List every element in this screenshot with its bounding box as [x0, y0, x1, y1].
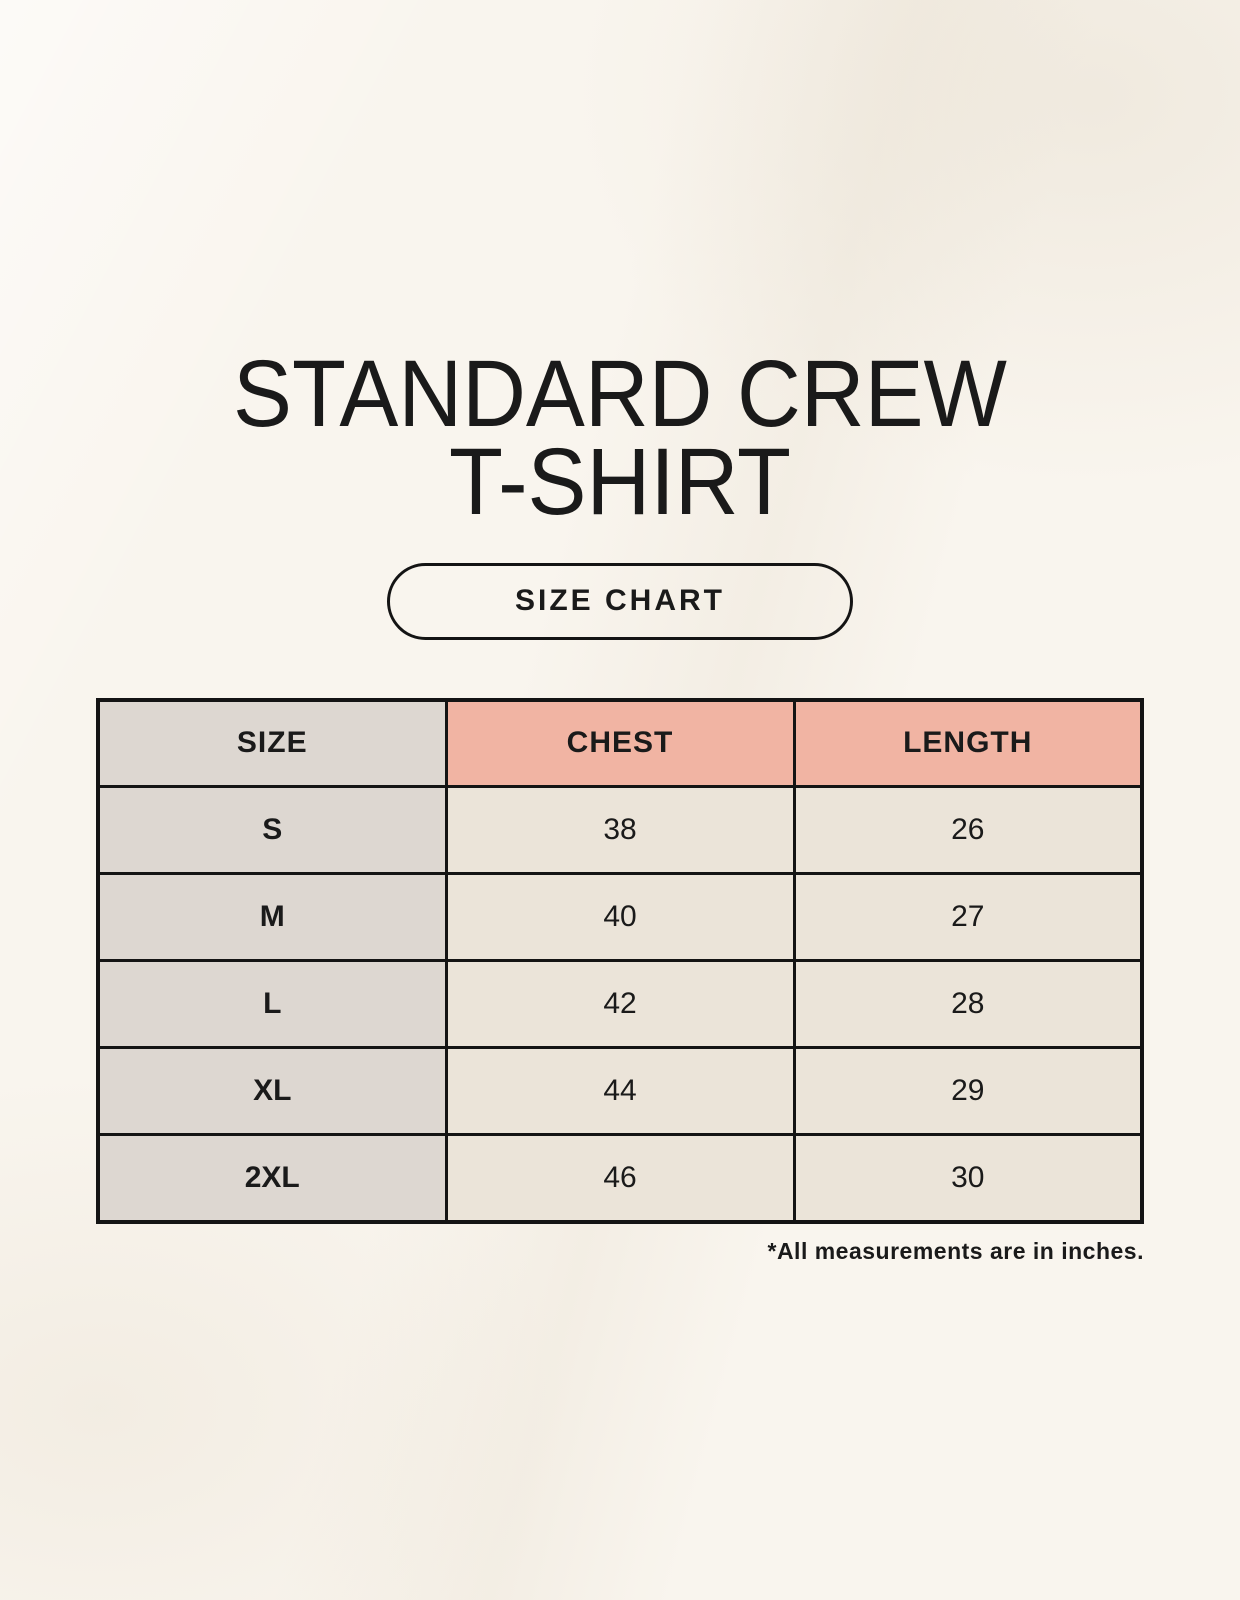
table-row: XL 44 29 [96, 1046, 1144, 1137]
size-cell: 2XL [96, 1133, 448, 1224]
size-chart-badge[interactable]: SIZE CHART [387, 562, 853, 640]
size-table: SIZE CHEST LENGTH S 38 26 M 40 27 L 42 2… [96, 697, 1144, 1224]
table-row: 2XL 46 30 [96, 1133, 1144, 1224]
table-header-row: SIZE CHEST LENGTH [96, 698, 1144, 789]
length-cell: 27 [792, 872, 1144, 963]
measurements-footnote: *All measurements are in inches. [767, 1237, 1144, 1264]
size-cell: M [96, 872, 448, 963]
size-cell: S [96, 785, 448, 876]
table-row: S 38 26 [96, 785, 1144, 876]
chest-cell: 46 [444, 1133, 796, 1224]
length-cell: 26 [792, 785, 1144, 876]
chest-cell: 40 [444, 872, 796, 963]
page-title-line2: T-SHIRT [449, 429, 791, 536]
chest-cell: 42 [444, 959, 796, 1050]
table-row: M 40 27 [96, 872, 1144, 963]
size-cell: XL [96, 1046, 448, 1137]
length-cell: 30 [792, 1133, 1144, 1224]
page-title-line1: STANDARD CREW [233, 341, 1007, 447]
table-row: L 42 28 [96, 959, 1144, 1050]
chest-cell: 38 [444, 785, 796, 876]
column-header-length: LENGTH [792, 698, 1144, 789]
length-cell: 29 [792, 1046, 1144, 1137]
size-chart-badge-label: SIZE CHART [515, 584, 725, 618]
length-cell: 28 [792, 959, 1144, 1050]
page-title: STANDARD CREW T-SHIRT [43, 347, 1196, 530]
column-header-size: SIZE [96, 698, 448, 789]
size-cell: L [96, 959, 448, 1050]
column-header-chest: CHEST [444, 698, 796, 789]
chest-cell: 44 [444, 1046, 796, 1137]
